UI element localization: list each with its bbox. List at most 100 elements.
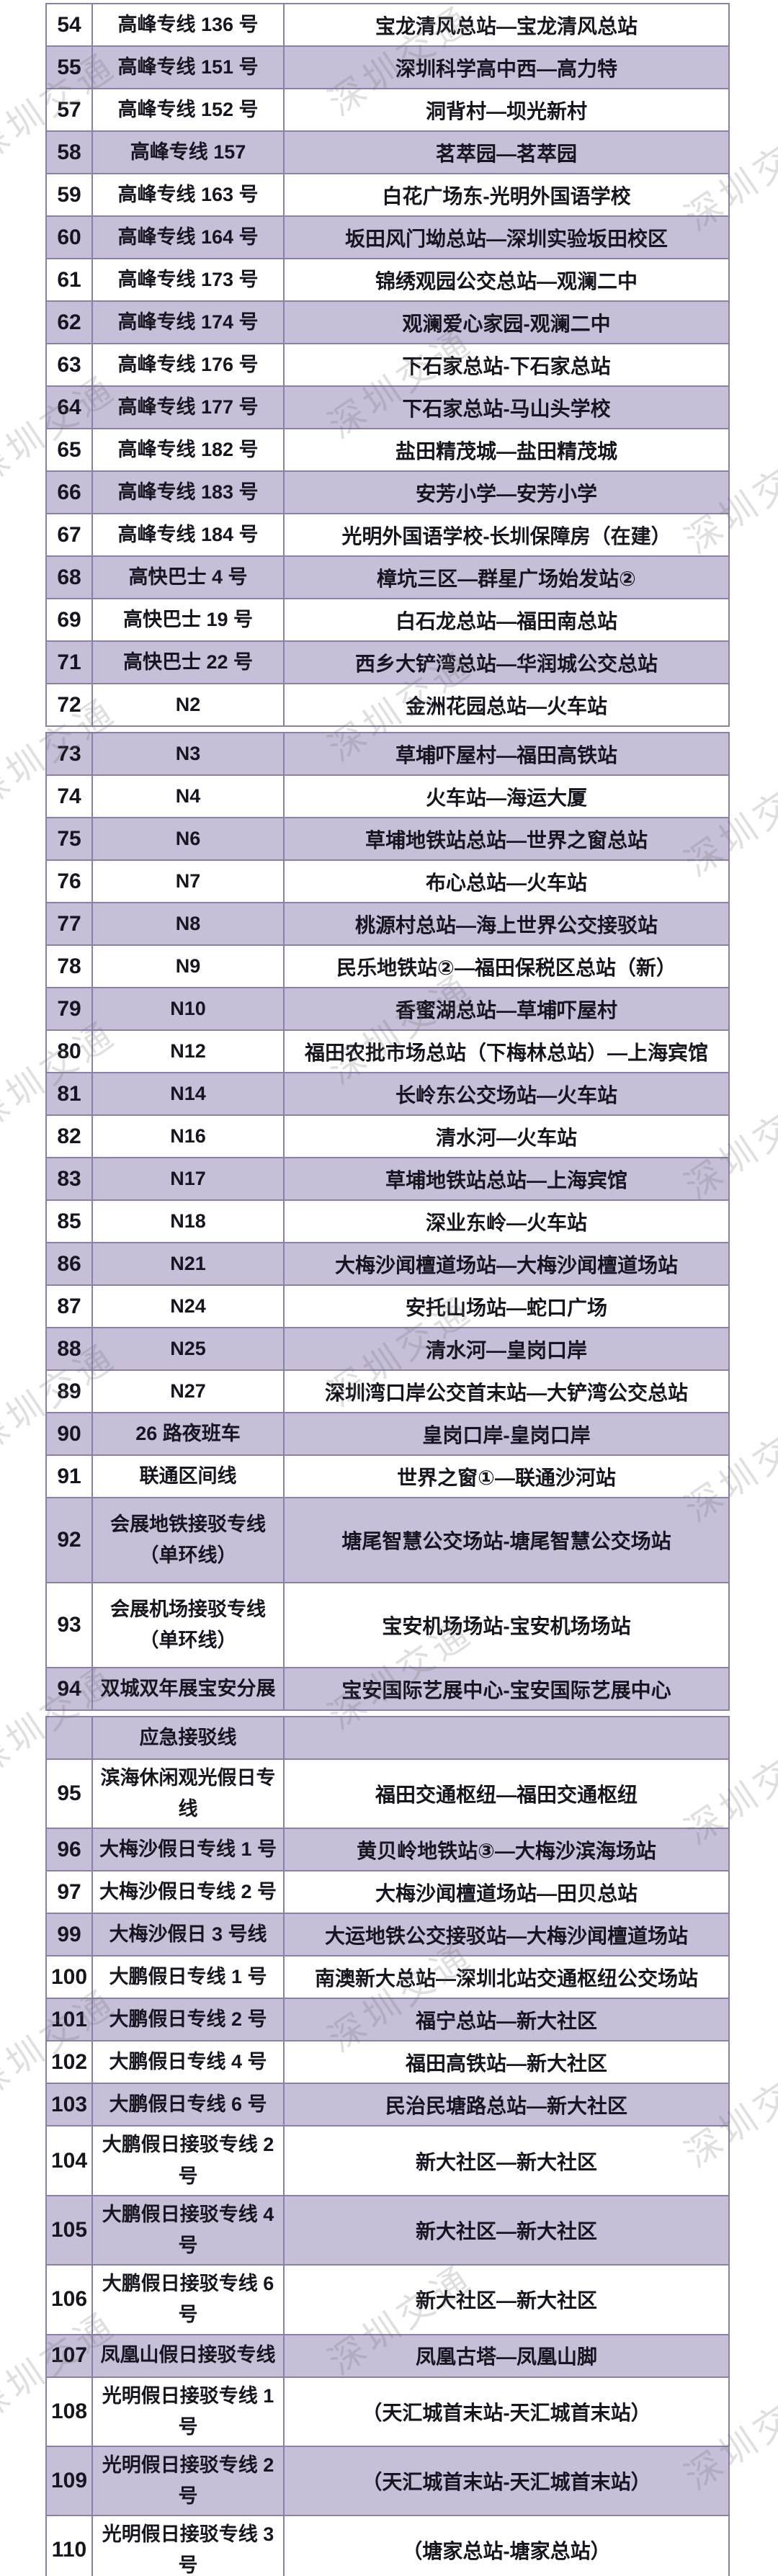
route-endpoints-cell: 福田农批市场总站（下梅林总站）—上海宾馆 [304,1041,708,1064]
route-endpoints-cell: 福田交通枢纽—福田交通枢纽 [375,1784,638,1807]
route-number-cell [47,1717,93,1758]
route-name-cell: 高快巴士 19 号 [93,599,285,640]
table-row: 68 高快巴士 4 号 樟坑三区—群星广场始发站② [47,557,728,599]
route-number-cell: 87 [47,1286,93,1327]
route-name-cell: 高峰专线 173 号 [93,259,285,300]
route-name-cell: 高峰专线 157 [93,132,285,173]
table-row: 105 大鹏假日接驳专线 4 号 新大社区—新大社区 [47,2196,728,2266]
route-name-cell: 高峰专线 183 号 [93,472,285,513]
table-section: 54 高峰专线 136 号 宝龙清风总站—宝龙清风总站 55 高峰专线 151 号 深圳科… [45,3,730,727]
route-endpoints-cell: 深业东岭—火车站 [425,1211,587,1234]
route-name-cell: 光明假日接驳专线 3 号 [93,2516,285,2576]
table-row: 74 N4 火车站—海运大厦 [47,776,728,818]
table-row: 99 大梅沙假日 3 号线 大运地铁公交接驳站—大梅沙闻檀道场站 [47,1914,728,1957]
route-number-cell: 62 [47,302,93,343]
route-number-cell: 68 [47,557,93,598]
route-endpoints-cell: 金洲花园总站—火车站 [405,694,607,717]
route-endpoints-cell: 深圳科学高中西—高力特 [395,57,617,80]
table-row: 83 N17 草埔地铁站总站—上海宾馆 [47,1158,728,1201]
table-row: 88 N25 清水河—皇岗口岸 [47,1328,728,1371]
route-number-cell: 100 [47,1956,93,1998]
route-endpoints-cell: 福田高铁站—新大社区 [405,2052,607,2075]
route-name-cell: 大梅沙假日专线 2 号 [93,1871,285,1913]
route-number-cell: 75 [47,818,93,859]
route-name-cell: N21 [93,1243,285,1284]
route-number-cell: 59 [47,174,93,215]
route-number-cell: 76 [47,861,93,902]
route-number-cell: 89 [47,1371,93,1412]
route-endpoints-cell: （天汇城首末站-天汇城首末站） [362,2471,651,2494]
route-name-cell: N4 [93,776,285,817]
route-name-cell: 大鹏假日专线 1 号 [93,1956,285,1998]
route-endpoints-cell: 茗萃园—茗萃园 [435,142,577,165]
route-endpoints-cell: 黄贝岭地铁站③—大梅沙滨海场站 [357,1839,656,1862]
route-name-cell: N3 [93,733,285,774]
route-name-cell: N6 [93,818,285,859]
route-endpoints-cell [285,1717,728,1758]
route-name-cell: N12 [93,1031,285,1072]
route-name-cell: 高峰专线 177 号 [93,387,285,428]
route-endpoints-cell: 安托山场站—蛇口广场 [405,1296,607,1319]
table-row: 97 大梅沙假日专线 2 号 大梅沙闻檀道场站—田贝总站 [47,1871,728,1915]
table-row: 108 光明假日接驳专线 1 号 （天汇城首末站-天汇城首末站） [47,2377,728,2447]
table-row: 110 光明假日接驳专线 3 号 （塘家总站-塘家总站） [47,2516,728,2576]
route-endpoints-cell: 福宁总站—新大社区 [415,2009,597,2032]
route-number-cell: 92 [47,1498,93,1582]
route-endpoints-cell: 坂田风门坳总站—深圳实验坂田校区 [344,227,668,250]
table-row: 95 滨海休闲观光假日专线 福田交通枢纽—福田交通枢纽 [47,1760,728,1830]
route-name-cell: 高峰专线 184 号 [93,514,285,555]
route-number-cell: 74 [47,776,93,817]
route-endpoints-cell: 塘尾智慧公交场站-塘尾智慧公交场站 [341,1530,671,1552]
route-number-cell: 109 [47,2446,93,2515]
route-number-cell: 66 [47,472,93,513]
route-number-cell: 95 [47,1760,93,1828]
table-row: 59 高峰专线 163 号 白花广场东-光明外国语学校 [47,174,728,217]
route-endpoints-cell: 大运地铁公交接驳站—大梅沙闻檀道场站 [324,1924,688,1947]
route-name-cell: 高峰专线 136 号 [93,4,285,45]
table-row: 107 凤凰山假日接驳专线 凤凰古塔—凤凰山脚 [47,2335,728,2378]
route-name-cell: N25 [93,1328,285,1369]
route-endpoints-cell: 白石龙总站—福田南总站 [395,609,617,632]
route-name-cell: 26 路夜班车 [93,1413,285,1454]
table-row: 89 N27 深圳湾口岸公交首末站—大铲湾公交总站 [47,1371,728,1413]
table-row: 77 N8 桃源村总站—海上世界公交接驳站 [47,903,728,946]
route-number-cell: 104 [47,2126,93,2195]
route-name-cell: 会展地铁接驳专线 （单环线） [93,1498,285,1582]
table-row: 69 高快巴士 19 号 白石龙总站—福田南总站 [47,599,728,642]
route-name-cell: N27 [93,1371,285,1412]
route-name-cell: N7 [93,861,285,902]
route-endpoints-cell: 安芳小学—安芳小学 [415,482,597,505]
table-row: 94 双城双年展宝安分展 宝安国际艺展中心-宝安国际艺展中心 [47,1668,728,1709]
route-name-cell: N24 [93,1286,285,1327]
route-name-cell: 高快巴士 22 号 [93,642,285,683]
route-number-cell: 86 [47,1243,93,1284]
table-row: 109 光明假日接驳专线 2 号 （天汇城首末站-天汇城首末站） [47,2446,728,2517]
route-name-cell: N17 [93,1158,285,1199]
table-row: 104 大鹏假日接驳专线 2 号 新大社区—新大社区 [47,2126,728,2196]
route-endpoints-cell: 长岭东公交场站—火车站 [395,1083,617,1106]
table-section: 73 N3 草埔吓屋村—福田高铁站 74 N4 火车站—海运大厦 75 N6 草埔地铁站总站—世… [45,732,730,1711]
route-number-cell: 60 [47,217,93,258]
table-row: 100 大鹏假日专线 1 号 南澳新大总站—深圳北站交通枢纽公交场站 [47,1956,728,2000]
table-row: 73 N3 草埔吓屋村—福田高铁站 [47,733,728,776]
route-number-cell: 94 [47,1668,93,1709]
route-number-cell: 101 [47,1999,93,2041]
route-number-cell: 81 [47,1073,93,1114]
route-name-cell: N8 [93,903,285,944]
table-row: 92 会展地铁接驳专线 （单环线） 塘尾智慧公交场站-塘尾智慧公交场站 [47,1498,728,1583]
table-row: 78 N9 民乐地铁站②—福田保税区总站（新） [47,946,728,988]
route-number-cell: 57 [47,89,93,130]
route-name-cell: 光明假日接驳专线 1 号 [93,2377,285,2446]
route-name-cell: 高峰专线 174 号 [93,302,285,343]
table-row: 64 高峰专线 177 号 下石家总站-马山头学校 [47,387,728,429]
route-number-cell: 55 [47,47,93,88]
route-endpoints-cell: （塘家总站-塘家总站） [402,2540,611,2563]
route-name-cell: 高峰专线 163 号 [93,174,285,215]
route-number-cell: 64 [47,387,93,428]
route-name-cell: N14 [93,1073,285,1114]
route-number-cell: 97 [47,1871,93,1913]
table-row: 91 联通区间线 世界之窗①—联通沙河站 [47,1456,728,1498]
table-section: 应急接驳线 95 滨海休闲观光假日专线 福田交通枢纽—福田交通枢纽 96 大梅沙假日专线 … [45,1716,730,2576]
route-number-cell: 108 [47,2377,93,2446]
table-row: 87 N24 安托山场站—蛇口广场 [47,1286,728,1328]
